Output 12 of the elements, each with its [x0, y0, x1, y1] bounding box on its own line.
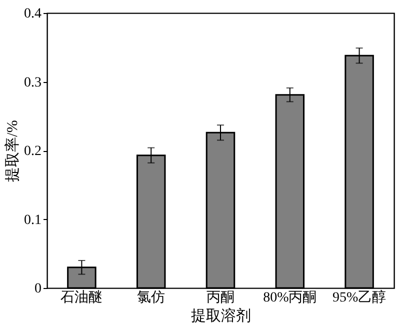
x-tick-label: 95%乙醇	[332, 290, 386, 306]
y-tick-label: 0.1	[24, 212, 42, 228]
y-tick-label: 0.4	[24, 6, 42, 22]
y-tick-label: 0.3	[24, 75, 42, 90]
x-tick-label: 丙酮	[206, 290, 234, 306]
x-tick-label: 石油醚	[60, 290, 103, 306]
x-tick-label: 80%丙酮	[263, 290, 317, 306]
y-tick-label: 0	[34, 282, 42, 296]
x-tick-label: 氯仿	[137, 290, 166, 306]
x-axis-title: 提取溶剂	[191, 308, 251, 324]
y-axis-title: 提取率/%	[4, 120, 21, 182]
y-tick-label: 0.2	[24, 144, 42, 159]
